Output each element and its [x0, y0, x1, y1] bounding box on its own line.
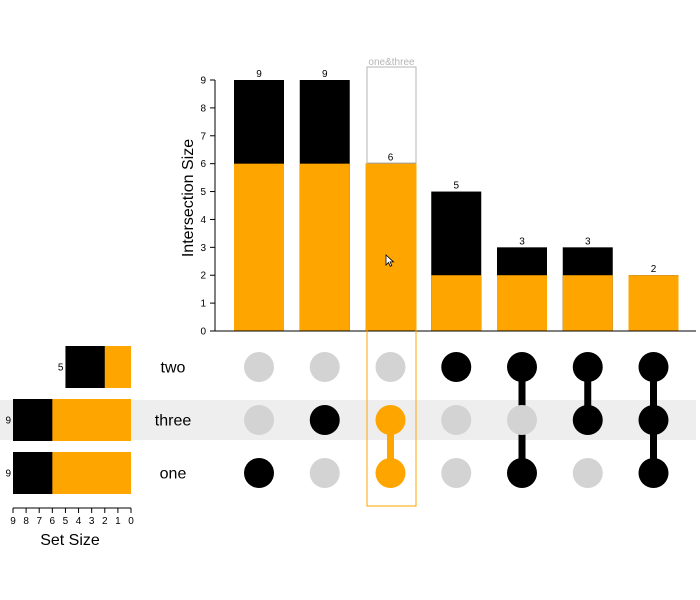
set-name-label[interactable]: three — [155, 413, 192, 430]
y-tick-label: 1 — [200, 299, 206, 310]
y-ticks: 0 1 2 3 4 5 6 7 8 9 — [200, 76, 215, 338]
y-tick-label: 6 — [200, 159, 206, 170]
arrow-cursor-icon — [385, 254, 395, 267]
intersection-matrix — [244, 352, 669, 488]
matrix-dot-active[interactable] — [507, 352, 537, 382]
matrix-dot-inactive[interactable] — [507, 405, 537, 435]
set-name-label[interactable]: two — [161, 360, 186, 377]
matrix-dot-active[interactable] — [572, 405, 603, 435]
intersection-bar-highlight[interactable] — [299, 163, 350, 331]
set-size-tick-label: 2 — [102, 516, 108, 527]
set-size-label: 5 — [58, 363, 64, 374]
set-size-bar-highlight[interactable] — [52, 399, 132, 441]
matrix-dot-active[interactable] — [638, 458, 669, 488]
set-size-bars: 5 two 9 three 9 one — [5, 346, 191, 494]
set-size-tick-label: 6 — [50, 516, 56, 527]
set-size-title: Set Size — [40, 532, 100, 549]
set-size-tick-label: 0 — [128, 516, 134, 527]
set-size-label: 9 — [5, 469, 11, 480]
y-tick-label: 0 — [200, 327, 206, 338]
matrix-dot-active[interactable] — [638, 405, 669, 435]
matrix-dot-inactive[interactable] — [441, 405, 472, 435]
matrix-dot-active[interactable] — [441, 352, 472, 382]
intersection-bar-highlight[interactable] — [365, 163, 416, 331]
intersection-bar-label: 6 — [388, 153, 394, 164]
set-size-tick-label: 4 — [76, 516, 82, 527]
set-size-tick-label: 1 — [115, 516, 121, 527]
intersection-bar-label: 2 — [651, 264, 657, 275]
set-size-tick-label: 9 — [10, 516, 16, 527]
intersection-bar-label: 3 — [585, 236, 591, 247]
matrix-dot-inactive[interactable] — [244, 352, 274, 382]
intersection-bar-highlight[interactable] — [431, 275, 482, 331]
matrix-dot-inactive[interactable] — [572, 458, 603, 488]
set-size-label: 9 — [5, 416, 11, 427]
y-tick-label: 3 — [200, 243, 206, 254]
y-tick-label: 9 — [200, 76, 206, 87]
intersection-bar-highlight[interactable] — [497, 275, 547, 331]
intersection-bar-highlight[interactable] — [234, 163, 284, 331]
y-tick-label: 7 — [200, 131, 206, 142]
y-tick-label: 4 — [200, 215, 206, 226]
matrix-dot-inactive[interactable] — [375, 352, 406, 382]
intersection-bar-highlight[interactable] — [628, 275, 679, 331]
set-name-label[interactable]: one — [160, 466, 187, 483]
matrix-dot-active[interactable] — [572, 352, 603, 382]
y-tick-label: 2 — [200, 271, 206, 282]
y-tick-label: 5 — [200, 187, 206, 198]
intersection-bar-highlight[interactable] — [562, 275, 613, 331]
matrix-dot-active[interactable] — [507, 458, 537, 488]
matrix-dot-active[interactable] — [638, 352, 669, 382]
y-tick-label: 8 — [200, 103, 206, 114]
intersection-bar-label: 5 — [453, 181, 459, 192]
matrix-dot-inactive[interactable] — [309, 458, 340, 488]
matrix-dot-inactive[interactable] — [441, 458, 472, 488]
set-size-tick-label: 3 — [89, 516, 95, 527]
y-axis-title: Intersection Size — [180, 139, 197, 257]
matrix-dot-active[interactable] — [375, 405, 406, 435]
set-size-bar-highlight[interactable] — [52, 452, 132, 494]
highlight-label: one&three — [368, 57, 415, 68]
y-axis: 0 1 2 3 4 5 6 7 8 9 Intersection Size — [180, 76, 696, 338]
set-size-tick-label: 5 — [63, 516, 69, 527]
intersection-bar-label: 9 — [322, 69, 328, 80]
set-size-tick-label: 8 — [23, 516, 29, 527]
matrix-dot-inactive[interactable] — [309, 352, 340, 382]
matrix-dot-active[interactable] — [375, 458, 406, 488]
intersection-bars: 9 9 6 5 3 3 2 — [234, 69, 679, 331]
matrix-dot-active[interactable] — [309, 405, 340, 435]
matrix-dot-inactive[interactable] — [244, 405, 274, 435]
set-size-tick-label: 7 — [36, 516, 42, 527]
set-size-bar-highlight[interactable] — [104, 346, 131, 388]
intersection-bar-label: 3 — [519, 236, 525, 247]
matrix-dot-active[interactable] — [244, 458, 274, 488]
intersection-bar-label: 9 — [256, 69, 262, 80]
highlight-frame-top — [366, 66, 417, 164]
